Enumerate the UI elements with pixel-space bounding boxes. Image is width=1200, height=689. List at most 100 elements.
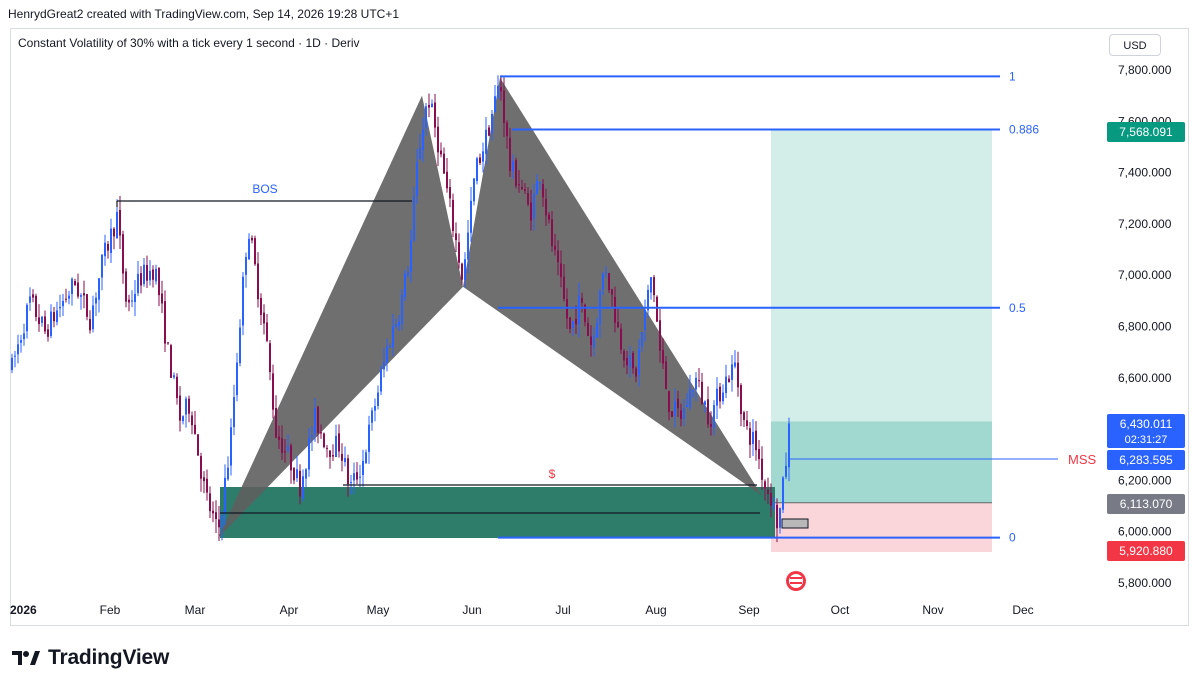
calendar-event-icon-inner	[789, 574, 803, 588]
y-tick-label: 7,800.000	[1118, 63, 1172, 77]
candle-body	[275, 407, 277, 438]
x-tick-label: May	[367, 603, 390, 617]
candle-body	[707, 399, 709, 425]
candle-body	[602, 274, 604, 290]
candle-body	[449, 187, 451, 199]
fib-level-label: 1	[1009, 69, 1016, 83]
candle-body	[674, 400, 676, 416]
candle-body	[710, 423, 712, 427]
candle-body	[374, 406, 376, 411]
candle-body	[608, 273, 610, 290]
realized-profit-zone	[771, 421, 992, 503]
y-tick-label: 7,400.000	[1118, 166, 1172, 180]
candle-body	[137, 273, 139, 294]
candle-body	[704, 401, 706, 405]
candle-body	[392, 326, 394, 348]
candle-body	[788, 423, 790, 468]
candle-body	[584, 304, 586, 323]
candle-body	[683, 408, 685, 419]
candle-body	[305, 469, 307, 479]
candle-body	[263, 312, 265, 324]
candle-body	[365, 452, 367, 464]
candle-body	[134, 293, 136, 303]
candle-body	[644, 309, 646, 330]
candle-body	[323, 433, 325, 448]
x-tick-label: Jul	[555, 603, 570, 617]
candle-body	[380, 369, 382, 392]
pattern-triangle-bcd	[463, 77, 762, 496]
candle-body	[41, 316, 43, 323]
candle-body	[479, 157, 481, 163]
candle-body	[38, 317, 40, 325]
creator-caption: HenrydGreat2 created with TradingView.co…	[8, 7, 400, 21]
candle-body	[467, 232, 469, 260]
candle-body	[722, 392, 724, 402]
candle-body	[326, 447, 328, 449]
candle-body	[230, 427, 232, 466]
candle-body	[359, 476, 361, 478]
candle-body	[665, 361, 667, 389]
candle-body	[431, 103, 433, 108]
candle-body	[521, 187, 523, 190]
candle-body	[203, 477, 205, 482]
price-label-value: 6,113.070	[1120, 497, 1173, 511]
candle-body	[701, 381, 703, 404]
candle-body	[482, 151, 484, 162]
candle-body	[428, 104, 430, 108]
candle-body	[464, 259, 466, 281]
candle-body	[680, 410, 682, 419]
candle-body	[50, 311, 52, 336]
take-profit-zone	[771, 129, 992, 422]
candle-body	[299, 470, 301, 497]
candle-body	[161, 293, 163, 304]
candle-body	[317, 406, 319, 433]
candle-body	[692, 390, 694, 392]
tradingview-brand[interactable]: TradingView	[12, 646, 169, 670]
candle-body	[578, 295, 580, 325]
candle-body	[647, 289, 649, 311]
candle-body	[53, 312, 55, 322]
candle-body	[494, 96, 496, 113]
candle-body	[383, 361, 385, 370]
candle-body	[497, 85, 499, 99]
candle-body	[314, 408, 316, 434]
candle-body	[338, 433, 340, 452]
candle-body	[44, 316, 46, 332]
candle-body	[290, 445, 292, 471]
candle-body	[413, 196, 415, 241]
x-tick-label: Nov	[922, 603, 943, 617]
candle-body	[623, 351, 625, 361]
candle-body	[386, 346, 388, 363]
candle-body	[410, 240, 412, 272]
candle-body	[104, 242, 106, 257]
candle-body	[59, 306, 61, 309]
x-tick-label: Aug	[645, 603, 666, 617]
candle-body	[470, 200, 472, 233]
candle-body	[125, 271, 127, 302]
candle-body	[782, 477, 784, 510]
candle-body	[764, 481, 766, 489]
candle-body	[227, 467, 229, 480]
candle-body	[443, 153, 445, 174]
candle-body	[590, 336, 592, 346]
currency-selector[interactable]: USD	[1109, 34, 1161, 56]
candle-body	[377, 392, 379, 406]
candle-body	[698, 380, 700, 382]
candle-body	[95, 297, 97, 304]
price-label-box	[1107, 494, 1185, 514]
candle-body	[308, 438, 310, 470]
candle-body	[446, 171, 448, 189]
candle-body	[455, 233, 457, 241]
price-label-box	[1107, 414, 1185, 448]
candle-body	[635, 368, 637, 377]
candle-body	[749, 428, 751, 445]
candle-body	[686, 405, 688, 408]
candle-body	[671, 411, 673, 417]
candle-body	[539, 182, 541, 184]
candle-body	[458, 242, 460, 263]
x-tick-label: Dec	[1012, 603, 1033, 617]
candle-body	[251, 237, 253, 241]
candle-body	[362, 461, 364, 476]
candle-body	[149, 270, 151, 281]
